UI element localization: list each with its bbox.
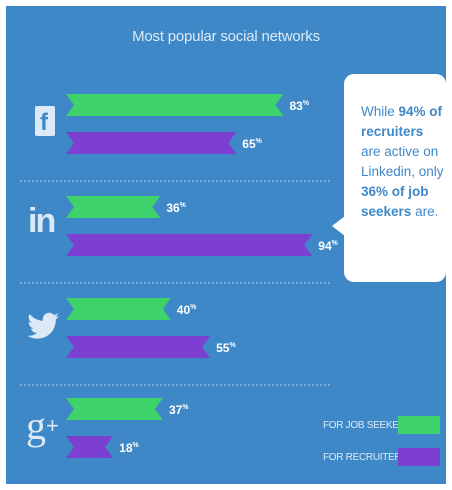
callout-box <box>344 74 446 282</box>
legend-label-recruiters: FOR RECRUITERS <box>323 452 408 463</box>
legend-swatch-recruiters <box>398 448 440 466</box>
bar-job-seekers-linkedin <box>66 196 161 218</box>
bar-recruiters-twitter <box>66 336 211 358</box>
chart-title: Most popular social networks <box>132 28 320 45</box>
bar-chart: 83% 36% 40% 37% 65% 94% 55% 18% <box>20 94 339 458</box>
legend-swatch-job-seekers <box>398 416 440 434</box>
bar-recruiters-google <box>66 436 114 458</box>
facebook-icon: f <box>35 106 55 136</box>
legend-label-job-seekers: FOR JOB SEEKERS <box>323 420 412 431</box>
bar-recruiters-facebook <box>66 132 237 154</box>
callout-text: While 94% of recruiters are active on Li… <box>361 104 444 219</box>
bar-job-seekers-google <box>66 398 163 420</box>
linkedin-icon: in <box>28 202 56 240</box>
data-label: 18% <box>119 441 139 455</box>
data-label: 94% <box>318 239 338 253</box>
data-label: 65% <box>242 137 262 151</box>
twitter-icon <box>28 312 59 339</box>
data-label: 40% <box>177 303 197 317</box>
data-label: 37% <box>169 403 189 417</box>
data-label: 36% <box>166 201 186 215</box>
bar-recruiters-linkedin <box>66 234 313 256</box>
callout-pointer <box>332 216 345 236</box>
bar-job-seekers-facebook <box>66 94 284 116</box>
bar-job-seekers-twitter <box>66 298 171 320</box>
google-plus-icon: g+ <box>26 403 59 448</box>
infographic-panel: Most popular social networks 83% 36% 40% 37… <box>6 6 446 484</box>
data-label: 83% <box>289 99 309 113</box>
data-label: 55% <box>216 341 236 355</box>
